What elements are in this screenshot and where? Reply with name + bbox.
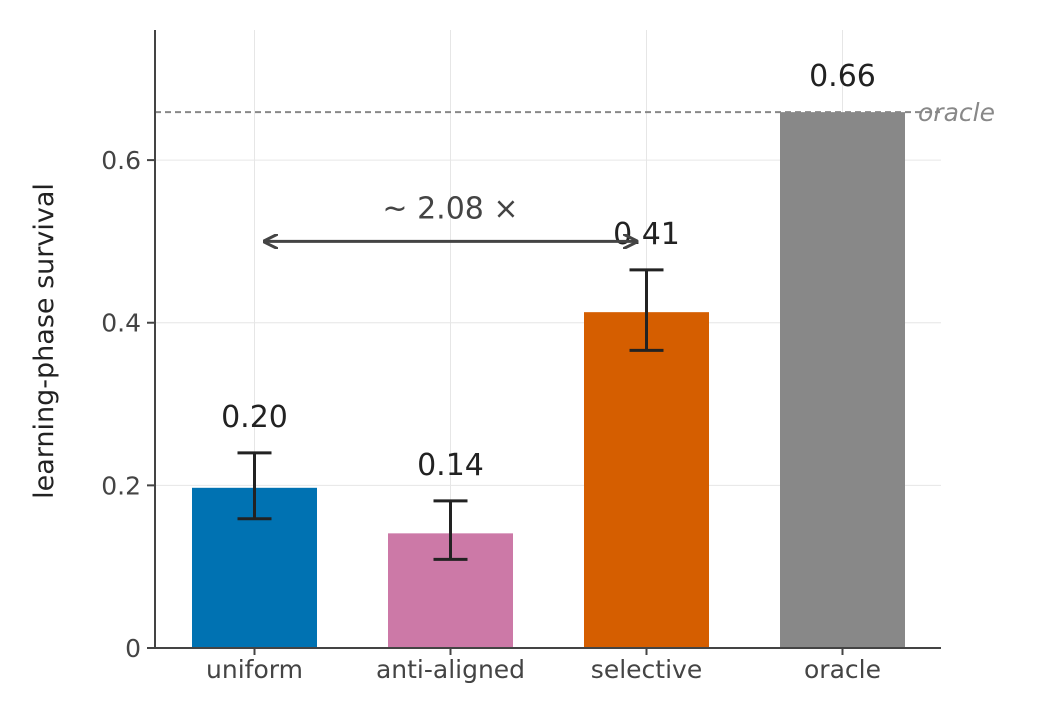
reference-line-label: oracle [918, 98, 995, 127]
value-label-selective: 0.41 [613, 217, 680, 252]
value-label-oracle: 0.66 [809, 59, 876, 94]
x-tick-label: oracle [804, 655, 881, 684]
x-tick-label: uniform [206, 655, 303, 684]
bar-selective [584, 312, 709, 648]
bar-oracle [780, 112, 905, 648]
error-bars [237, 268, 664, 561]
labels: 0 0.2 0.4 0.6 uniform anti-aligned selective or… [29, 59, 881, 684]
value-label-uniform: 0.20 [221, 400, 288, 435]
bars [192, 112, 905, 648]
axes [147, 30, 941, 655]
y-axis-label: learning-phase survival [29, 183, 60, 499]
y-tick-label: 0.6 [101, 146, 141, 175]
y-tick-label: 0 [125, 634, 141, 663]
ratio-annotation: ~ 2.08 × [382, 191, 518, 226]
value-label-anti-aligned: 0.14 [417, 448, 484, 483]
y-tick-label: 0.4 [101, 309, 141, 338]
y-tick-label: 0.2 [101, 471, 141, 500]
x-tick-label: selective [591, 655, 702, 684]
x-tick-label: anti-aligned [376, 655, 525, 684]
